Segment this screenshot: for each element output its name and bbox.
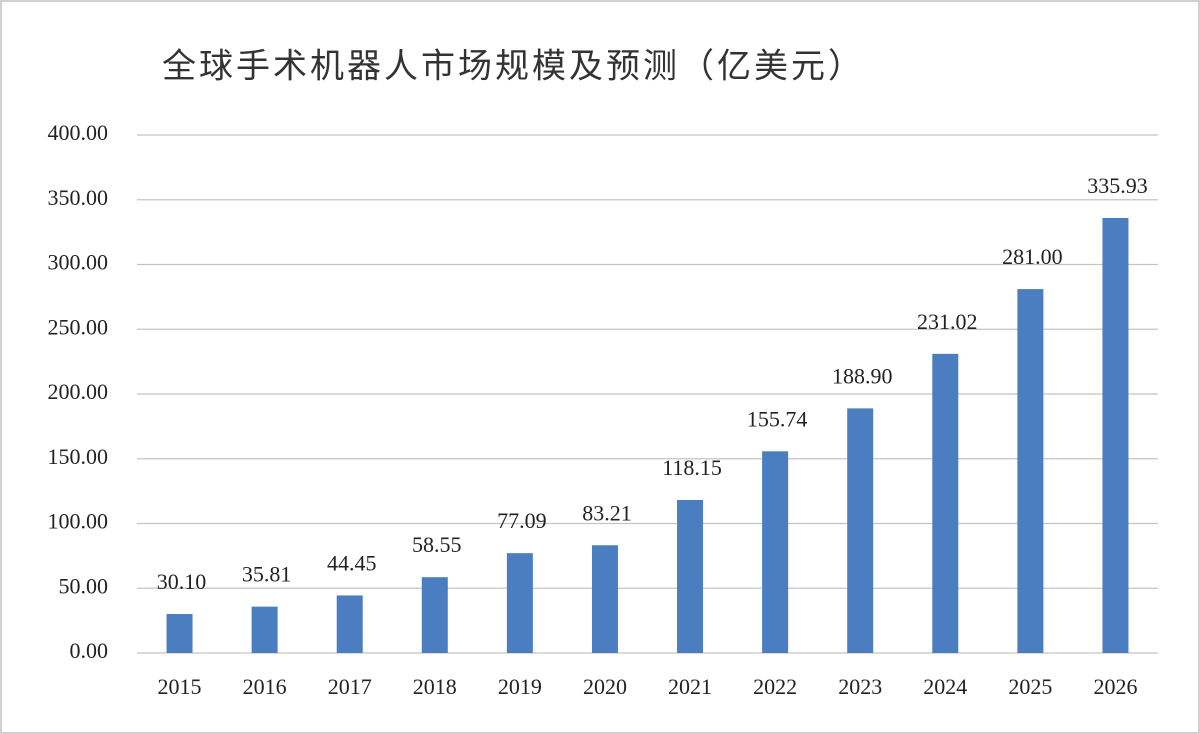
x-tick-label: 2019 bbox=[498, 674, 542, 699]
chart-title: 全球手术机器人市场规模及预测（亿美元） bbox=[162, 47, 865, 87]
value-label: 231.02 bbox=[917, 309, 978, 334]
bar bbox=[506, 553, 533, 653]
bar bbox=[591, 545, 618, 653]
bar bbox=[251, 606, 278, 653]
value-label: 44.45 bbox=[327, 550, 377, 575]
x-tick-label: 2020 bbox=[583, 674, 627, 699]
value-label: 77.09 bbox=[497, 508, 547, 533]
value-label: 30.10 bbox=[157, 569, 207, 594]
bar bbox=[166, 614, 193, 653]
x-tick-label: 2022 bbox=[753, 674, 797, 699]
value-label: 335.93 bbox=[1087, 173, 1148, 198]
x-tick-label: 2021 bbox=[668, 674, 712, 699]
y-tick-label: 400.00 bbox=[48, 120, 109, 145]
bar bbox=[1102, 217, 1129, 654]
y-tick-label: 50.00 bbox=[59, 573, 109, 598]
x-tick-label: 2016 bbox=[243, 674, 287, 699]
y-tick-label: 250.00 bbox=[48, 314, 109, 339]
value-label: 155.74 bbox=[747, 406, 808, 431]
value-label: 35.81 bbox=[242, 562, 292, 587]
y-tick-label: 300.00 bbox=[48, 250, 109, 275]
bar bbox=[677, 499, 704, 653]
bar bbox=[932, 353, 959, 653]
x-tick-label: 2017 bbox=[328, 674, 372, 699]
y-tick-label: 350.00 bbox=[48, 185, 109, 210]
value-label: 118.15 bbox=[662, 455, 722, 480]
value-label: 281.00 bbox=[1002, 244, 1063, 269]
y-tick-label: 150.00 bbox=[48, 444, 109, 469]
y-tick-label: 200.00 bbox=[48, 379, 109, 404]
bar bbox=[847, 408, 874, 653]
bar bbox=[336, 595, 363, 653]
value-label: 83.21 bbox=[582, 500, 632, 525]
bar bbox=[762, 451, 789, 653]
x-tick-label: 2025 bbox=[1008, 674, 1052, 699]
y-tick-label: 0.00 bbox=[70, 638, 109, 663]
x-tick-label: 2026 bbox=[1093, 674, 1137, 699]
x-tick-label: 2023 bbox=[838, 674, 882, 699]
value-label: 58.55 bbox=[412, 532, 462, 557]
y-tick-label: 100.00 bbox=[48, 509, 109, 534]
x-tick-label: 2018 bbox=[413, 674, 457, 699]
bar bbox=[1017, 289, 1044, 653]
x-tick-label: 2024 bbox=[923, 674, 967, 699]
value-label: 188.90 bbox=[832, 363, 893, 388]
bar bbox=[421, 577, 448, 653]
x-tick-label: 2015 bbox=[158, 674, 202, 699]
